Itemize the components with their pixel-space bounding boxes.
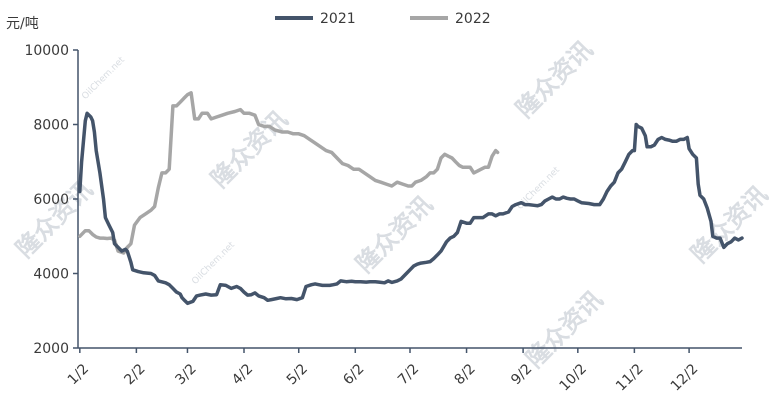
x-axis: 1/2 2/2 3/2 4/2 5/2 6/2 7/2 8/2 9/2 10/2 11/2 12/2 (65, 347, 742, 395)
series-layer (78, 91, 744, 306)
legend-label-2021: 2021 (320, 11, 356, 27)
legend-label-2022: 2022 (455, 11, 491, 27)
watermark-text: 隆众资讯 (511, 36, 599, 124)
y-tick-label: 10000 (24, 43, 69, 59)
x-tick-label: 10/2 (557, 361, 591, 395)
watermark-subtext: OilChem.net (190, 240, 237, 287)
watermark-text: 隆众资讯 (11, 176, 99, 264)
x-tick-label: 4/2 (229, 361, 256, 388)
x-tick-label: 8/2 (452, 361, 479, 388)
y-axis-unit-label: 元/吨 (6, 16, 39, 32)
y-tick-label: 6000 (33, 192, 69, 208)
x-tick-label: 5/2 (284, 361, 311, 388)
x-tick-label: 6/2 (340, 361, 367, 388)
y-axis: 2000 4000 6000 8000 10000 (24, 43, 79, 357)
x-tick-label: 3/2 (172, 361, 199, 388)
y-tick-label: 8000 (33, 118, 69, 134)
y-tick-label: 4000 (33, 267, 69, 283)
x-tick-label: 11/2 (613, 361, 647, 395)
watermark-text: 隆众资讯 (521, 286, 609, 374)
x-tick-label: 7/2 (395, 361, 422, 388)
series-line-2022 (78, 91, 500, 255)
watermark-text: 隆众资讯 (206, 106, 294, 194)
y-tick-label: 2000 (33, 341, 69, 357)
x-tick-label: 2/2 (121, 361, 148, 388)
legend: 2021 2022 (275, 11, 491, 27)
series-line-2021 (78, 111, 744, 306)
watermark-subtext: OilChem.net (80, 55, 127, 102)
x-tick-label: 1/2 (65, 361, 92, 388)
watermark-text: 隆众资讯 (351, 191, 439, 279)
x-tick-label: 12/2 (668, 361, 702, 395)
watermark-layer: 隆众资讯隆众资讯隆众资讯隆众资讯隆众资讯隆众资讯OilChem.netOilCh… (11, 36, 769, 374)
